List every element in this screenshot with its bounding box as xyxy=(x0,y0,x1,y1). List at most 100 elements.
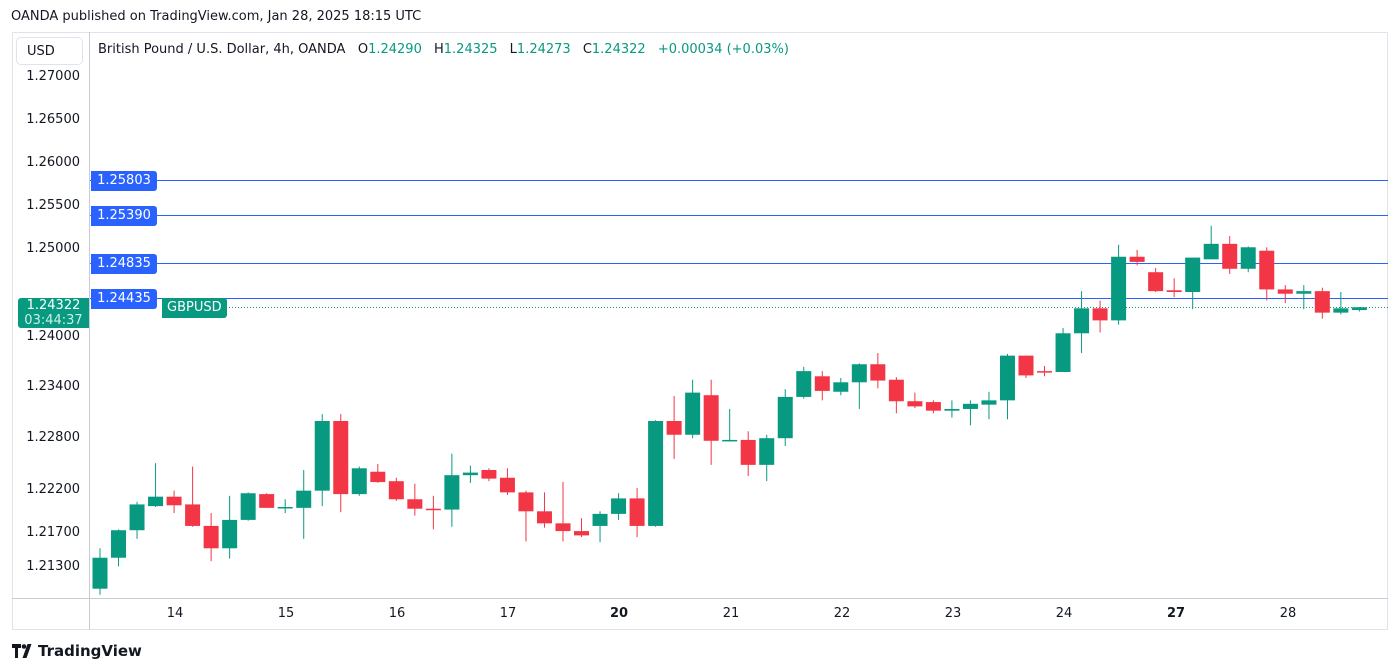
candle-body xyxy=(944,408,960,411)
candle[interactable] xyxy=(1203,225,1219,260)
candle[interactable] xyxy=(833,378,849,396)
candle[interactable] xyxy=(536,492,552,528)
candle[interactable] xyxy=(1148,267,1164,292)
candle[interactable] xyxy=(148,463,164,507)
candle[interactable] xyxy=(759,434,775,482)
candle-body xyxy=(111,530,127,558)
candle-body xyxy=(888,379,904,402)
tradingview-logo-icon xyxy=(12,644,32,658)
candle-body xyxy=(981,400,997,405)
candle[interactable] xyxy=(370,464,386,483)
candle[interactable] xyxy=(129,501,145,539)
chart-legend: British Pound / U.S. Dollar, 4h, OANDA O… xyxy=(98,42,797,57)
time-tick: 28 xyxy=(1279,606,1297,621)
candle[interactable] xyxy=(611,493,627,520)
price-tick: 1.21300 xyxy=(26,559,80,575)
candle[interactable] xyxy=(351,466,367,496)
candle[interactable] xyxy=(111,529,127,567)
time-tick: 22 xyxy=(833,606,851,621)
candle[interactable] xyxy=(592,511,608,543)
candle-body xyxy=(425,508,441,511)
candle[interactable] xyxy=(907,392,923,409)
candle[interactable] xyxy=(425,495,441,530)
candle[interactable] xyxy=(1222,236,1238,274)
candle[interactable] xyxy=(1111,244,1127,325)
candle[interactable] xyxy=(518,490,534,542)
candle[interactable] xyxy=(722,408,738,442)
candle[interactable] xyxy=(1351,307,1367,312)
candle[interactable] xyxy=(1296,285,1312,310)
candle[interactable] xyxy=(796,366,812,399)
candle[interactable] xyxy=(499,468,515,495)
currency-button[interactable]: USD xyxy=(16,37,83,65)
candle-body xyxy=(1240,247,1256,269)
candle[interactable] xyxy=(648,420,664,527)
candle-body xyxy=(759,438,775,465)
tradingview-logo[interactable]: TradingView xyxy=(12,642,142,660)
candle[interactable] xyxy=(1037,365,1053,377)
candle[interactable] xyxy=(240,492,256,521)
candle[interactable] xyxy=(944,400,960,418)
candle-body xyxy=(648,421,664,526)
candle[interactable] xyxy=(444,453,460,527)
candle[interactable] xyxy=(259,493,275,508)
candle[interactable] xyxy=(92,548,108,595)
candle[interactable] xyxy=(481,468,497,482)
candle[interactable] xyxy=(666,396,682,459)
high-label: H xyxy=(433,42,444,57)
candle[interactable] xyxy=(851,363,867,409)
candle-body xyxy=(814,376,830,391)
open-label: O xyxy=(357,42,369,57)
candle[interactable] xyxy=(388,477,404,501)
candle[interactable] xyxy=(296,470,312,539)
candle[interactable] xyxy=(1166,278,1182,298)
current-price-label: 1.24322 03:44:37 xyxy=(18,298,89,328)
candle[interactable] xyxy=(1240,246,1256,273)
candle[interactable] xyxy=(314,414,330,507)
candle[interactable] xyxy=(1055,328,1071,372)
candle[interactable] xyxy=(981,391,997,420)
time-tick: 27 xyxy=(1166,606,1186,621)
candle[interactable] xyxy=(1277,285,1293,304)
candle[interactable] xyxy=(888,377,904,414)
candle-body xyxy=(1111,256,1127,321)
candle[interactable] xyxy=(574,518,590,538)
candle[interactable] xyxy=(1018,355,1034,378)
price-tick: 1.25500 xyxy=(26,198,80,213)
candle[interactable] xyxy=(462,465,478,483)
candle-body xyxy=(870,364,886,381)
candle[interactable] xyxy=(203,513,219,562)
candle[interactable] xyxy=(555,482,571,542)
price-tick: 1.25000 xyxy=(26,241,80,256)
candle[interactable] xyxy=(166,490,182,514)
candle[interactable] xyxy=(1129,249,1145,266)
candle[interactable] xyxy=(740,431,756,477)
low-label: L xyxy=(509,42,517,57)
candle-body xyxy=(388,481,404,500)
candle[interactable] xyxy=(814,371,830,401)
candle[interactable] xyxy=(1074,291,1090,354)
candle[interactable] xyxy=(703,379,719,465)
candle[interactable] xyxy=(777,389,793,446)
candle[interactable] xyxy=(925,400,941,414)
candle[interactable] xyxy=(999,353,1015,420)
candle[interactable] xyxy=(1333,292,1349,315)
candle[interactable] xyxy=(870,353,886,389)
candle[interactable] xyxy=(1185,257,1201,310)
time-tick: 16 xyxy=(388,606,406,621)
candle[interactable] xyxy=(277,499,293,514)
candle[interactable] xyxy=(1314,287,1330,319)
candle[interactable] xyxy=(222,495,238,559)
candle[interactable] xyxy=(1259,247,1275,301)
candle[interactable] xyxy=(629,488,645,538)
level-price-label: 1.25803 xyxy=(91,170,157,191)
candle[interactable] xyxy=(1092,300,1108,333)
candle[interactable] xyxy=(185,466,201,527)
candle-body xyxy=(481,470,497,479)
candle[interactable] xyxy=(685,379,701,439)
candle[interactable] xyxy=(962,400,978,426)
candle[interactable] xyxy=(333,414,349,513)
candle[interactable] xyxy=(407,483,423,516)
price-tick: 1.22200 xyxy=(26,481,80,497)
